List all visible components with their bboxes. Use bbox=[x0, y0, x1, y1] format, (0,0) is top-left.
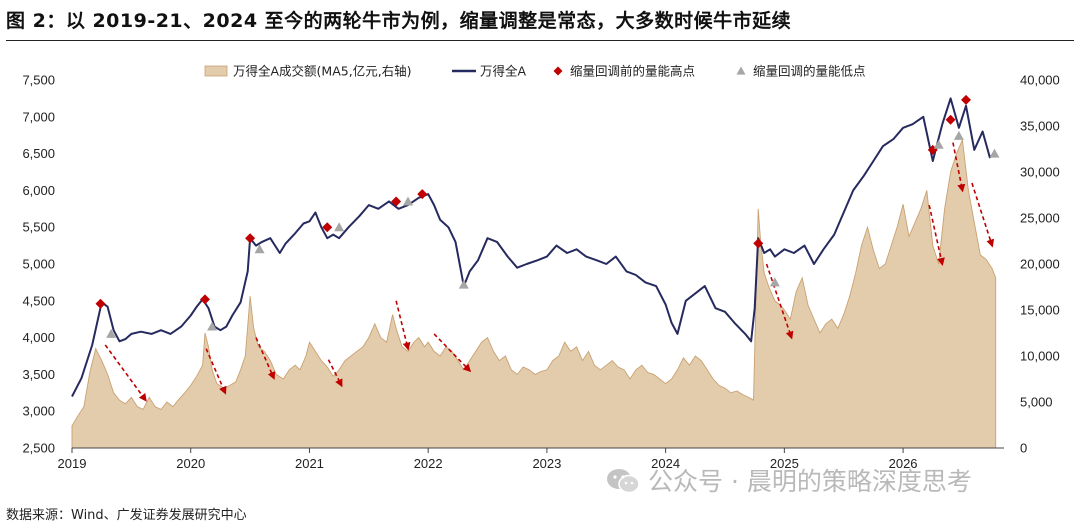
wechat-icon bbox=[607, 469, 640, 494]
watermark: 公众号 · 晨明的策略深度思考 bbox=[606, 462, 972, 498]
volume-high-marker bbox=[199, 294, 210, 305]
watermark-text: 公众号 · 晨明的策略深度思考 bbox=[648, 467, 972, 496]
volume-low-marker bbox=[989, 148, 1000, 158]
source-note: 数据来源：Wind、广发证券发展研究中心 bbox=[6, 508, 247, 523]
volume-high-marker bbox=[753, 238, 764, 249]
legend-label-turnover: 万得全A成交额(MA5,亿元,右轴) bbox=[233, 64, 412, 79]
trend-arrow bbox=[952, 142, 966, 193]
left-axis-tick-label: 5,000 bbox=[22, 257, 55, 272]
volume-high-marker bbox=[961, 94, 972, 105]
volume-low-marker bbox=[207, 321, 218, 331]
right-axis-tick-label: 15,000 bbox=[1020, 303, 1060, 318]
legend-swatch-triangle bbox=[736, 66, 746, 75]
volume-low-marker bbox=[933, 139, 944, 149]
right-axis-tick-label: 10,000 bbox=[1020, 349, 1060, 364]
volume-low-marker bbox=[953, 130, 964, 140]
index-line bbox=[71, 97, 996, 397]
trend-arrow bbox=[104, 344, 147, 402]
volume-high-marker bbox=[245, 233, 256, 244]
legend-label-high: 缩量回调前的量能高点 bbox=[570, 64, 695, 79]
trend-arrow bbox=[205, 348, 227, 395]
volume-low-marker bbox=[769, 277, 780, 287]
trend-arrow bbox=[971, 182, 995, 248]
volume-high-marker bbox=[322, 222, 333, 233]
chart-legend: 万得全A成交额(MA5,亿元,右轴) 万得全A 缩量回调前的量能高点 缩量回调的量能低… bbox=[204, 64, 866, 79]
volume-low-marker bbox=[334, 222, 345, 232]
volume-high-marker bbox=[945, 114, 956, 125]
trend-arrow bbox=[395, 300, 411, 351]
page-title: 图 2：以 2019-21、2024 至今的两轮牛市为例，缩量调整是常态，大多数… bbox=[6, 10, 792, 32]
left-axis-tick-label: 4,500 bbox=[22, 293, 55, 308]
left-axis-tick-label: 3,000 bbox=[22, 404, 55, 419]
right-axis-tick-label: 40,000 bbox=[1020, 73, 1060, 88]
left-axis-tick-label: 5,500 bbox=[22, 220, 55, 235]
left-axis-tick-label: 2,500 bbox=[22, 441, 55, 456]
right-axis-tick-label: 5,000 bbox=[1020, 395, 1053, 410]
volume-low-marker bbox=[254, 244, 265, 254]
x-axis-tick-label: 2020 bbox=[176, 456, 205, 471]
x-axis-tick-label: 2024 bbox=[651, 456, 680, 471]
x-axis-tick-label: 2022 bbox=[414, 456, 443, 471]
volume-high-marker bbox=[95, 298, 106, 309]
volume-low-marker bbox=[402, 196, 413, 206]
left-axis-tick-label: 7,000 bbox=[22, 109, 55, 124]
left-axis-tick-label: 6,000 bbox=[22, 183, 55, 198]
trend-arrow bbox=[327, 359, 343, 388]
volume-high-marker bbox=[417, 189, 428, 200]
x-axis-tick-label: 2019 bbox=[58, 456, 87, 471]
left-axis-tick-label: 7,500 bbox=[22, 73, 55, 88]
trend-arrow bbox=[433, 333, 472, 373]
volume-high-marker bbox=[391, 196, 402, 207]
x-axis-tick-label: 2026 bbox=[889, 456, 918, 471]
legend-swatch-area bbox=[204, 65, 228, 77]
x-axis-tick-label: 2025 bbox=[770, 456, 799, 471]
left-axis-tick-label: 4,000 bbox=[22, 330, 55, 345]
right-axis-tick-label: 30,000 bbox=[1020, 165, 1060, 180]
right-axis-tick-label: 25,000 bbox=[1020, 211, 1060, 226]
volume-low-marker bbox=[458, 279, 469, 289]
left-axis-tick-label: 3,500 bbox=[22, 367, 55, 382]
trend-arrow bbox=[255, 337, 276, 380]
left-axis-tick-label: 6,500 bbox=[22, 146, 55, 161]
legend-label-low: 缩量回调的量能低点 bbox=[753, 64, 866, 79]
right-axis-tick-label: 0 bbox=[1020, 441, 1027, 456]
x-axis-tick-label: 2021 bbox=[295, 456, 324, 471]
legend-label-index: 万得全A bbox=[480, 64, 527, 79]
volume-low-marker bbox=[106, 328, 117, 338]
legend-swatch-diamond bbox=[553, 66, 563, 76]
right-axis-tick-label: 20,000 bbox=[1020, 257, 1060, 272]
title-divider bbox=[6, 40, 1074, 41]
trend-arrow bbox=[765, 263, 794, 340]
right-axis-tick-label: 35,000 bbox=[1020, 119, 1060, 134]
x-axis-tick-label: 2023 bbox=[532, 456, 561, 471]
trend-arrow bbox=[928, 204, 945, 266]
